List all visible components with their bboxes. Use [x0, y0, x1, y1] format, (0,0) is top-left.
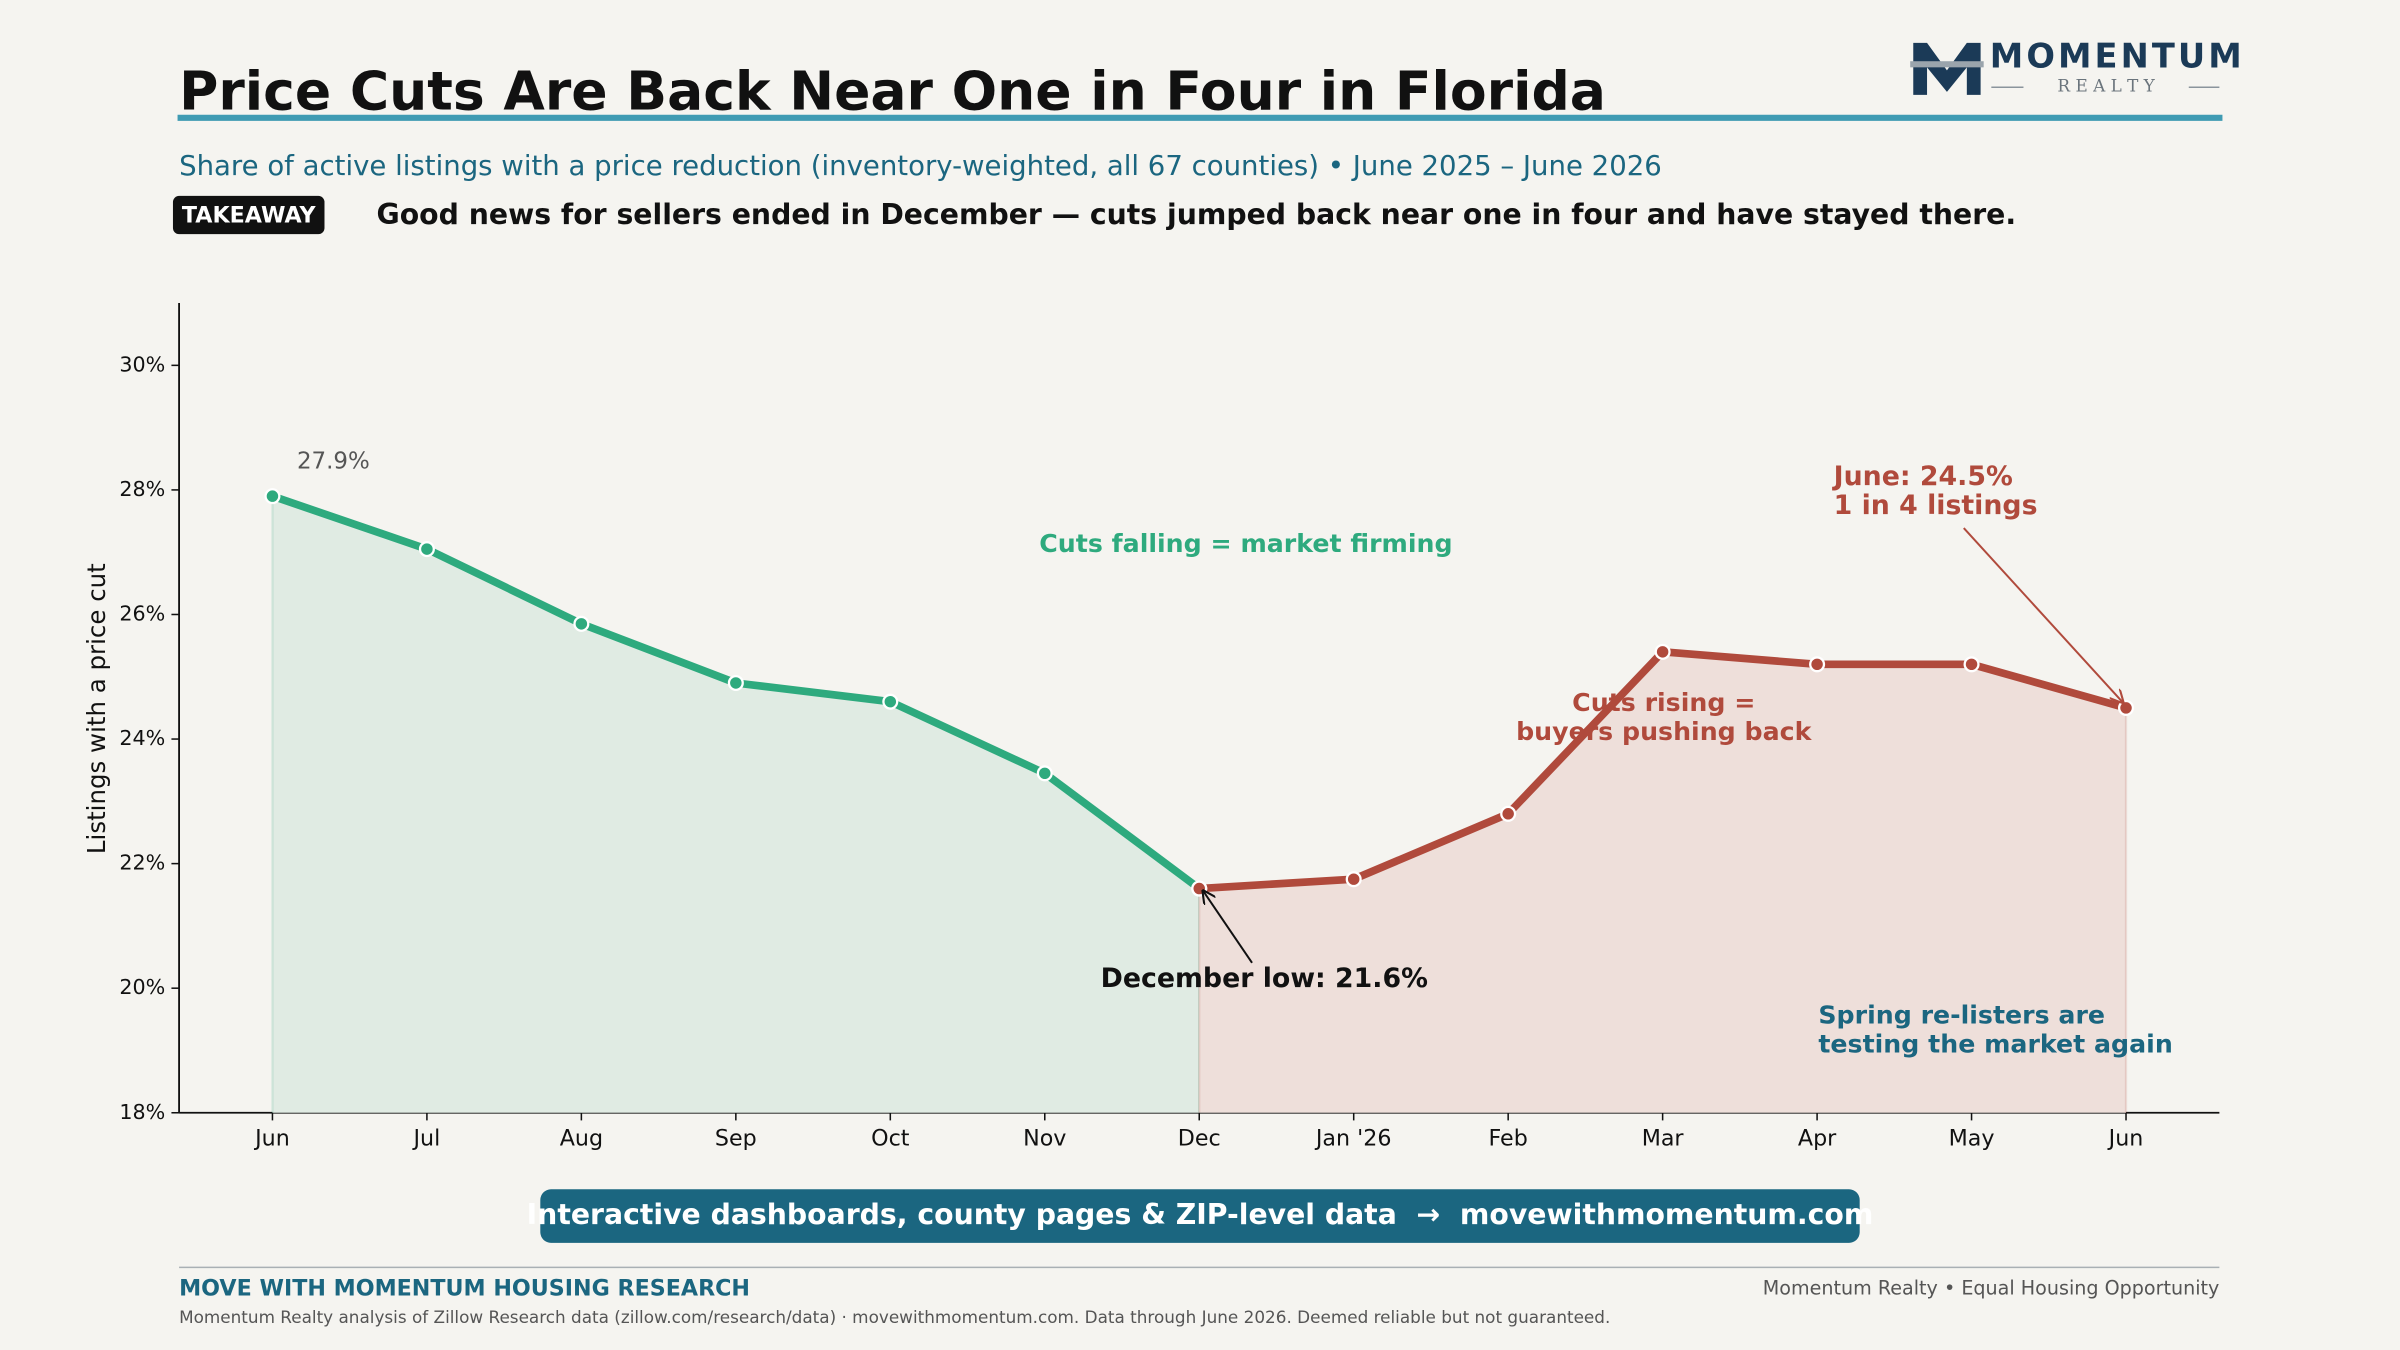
logo: MOMENTUM R E A L T Y [1910, 37, 2245, 96]
logo-tagline: R E A L T Y [2057, 76, 2155, 96]
x-tick-label: Oct [871, 1125, 910, 1151]
x-tick-label: Jan '26 [1314, 1125, 1392, 1151]
logo-stripe [1910, 61, 1984, 68]
y-tick-label: 30% [119, 352, 165, 376]
annotation: 27.9% [297, 449, 370, 475]
x-tick-label: Jun [2107, 1125, 2144, 1151]
y-tick-label: 26% [119, 601, 165, 625]
x-tick-label: Aug [560, 1125, 603, 1151]
cta-button[interactable] [540, 1189, 1860, 1243]
footer-right: Momentum Realty • Equal Housing Opportun… [1763, 1276, 2220, 1299]
annotation: June: 24.5% [1832, 461, 2013, 492]
x-tick-label: Feb [1489, 1125, 1528, 1151]
x-tick-label: Jun [253, 1125, 290, 1151]
takeaway: Good news for sellers ended in December … [377, 198, 2017, 231]
logo-name: MOMENTUM [1990, 37, 2245, 76]
y-tick-label: 22% [119, 851, 165, 875]
annotation: 1 in 4 listings [1834, 490, 2038, 521]
plot: 18% 20% 22% 24% 26% 28% 30% Jun Jul Aug Sep Oct Nov D… [119, 303, 2220, 1151]
point [1809, 656, 1826, 673]
point [1500, 805, 1517, 822]
footer-left: MOVE WITH MOMENTUM HOUSING RESEARCH [179, 1275, 750, 1301]
y-tick-label: 20% [119, 975, 165, 999]
cta-text[interactable]: Interactive dashboards, county pages & Z… [527, 1198, 1874, 1231]
area [1199, 651, 2127, 1113]
takeaway-badge-text: TAKEAWAY [182, 202, 317, 228]
x-tick-label: Jul [412, 1125, 441, 1151]
logo-mark [1913, 42, 1981, 95]
point [264, 488, 281, 505]
annotation: buyers pushing back [1516, 717, 1813, 746]
x-tick-label: Mar [1642, 1125, 1685, 1151]
point [1654, 643, 1671, 660]
takeaway-badge [172, 195, 325, 235]
x-tick-label: Dec [1178, 1125, 1221, 1151]
y-tick-label: 24% [119, 726, 165, 750]
point [1036, 765, 1053, 782]
annotation: testing the market again [1818, 1029, 2172, 1058]
point [882, 693, 899, 710]
annotation: Spring re-listers are [1818, 1000, 2105, 1029]
annotation-arrow [1963, 527, 2123, 702]
point [1963, 656, 1980, 673]
y-tick-label: 28% [119, 477, 165, 501]
chart-title: Price Cuts Are Back Near One in Four in … [179, 60, 1606, 123]
point [727, 674, 744, 692]
annotation: Cuts falling = market firming [1039, 529, 1452, 558]
point [573, 615, 590, 632]
x-tick-label: Nov [1023, 1125, 1066, 1151]
x-tick-label: Sep [715, 1125, 757, 1151]
annotation: Cuts rising = [1572, 688, 1755, 717]
point [1345, 871, 1362, 888]
y-tick-label: 18% [119, 1100, 165, 1124]
point [2117, 699, 2135, 716]
x-tick-label: May [1949, 1125, 1995, 1151]
x-tick-label: Apr [1798, 1125, 1837, 1151]
point [418, 541, 435, 558]
y-axis-label: Listings with a price cut [82, 563, 111, 854]
area [272, 496, 1200, 1113]
subtitle: Share of active listings with a price re… [179, 150, 1662, 182]
source-note: Momentum Realty analysis of Zillow Resea… [179, 1307, 1610, 1327]
annotation: December low: 21.6% [1101, 963, 1428, 994]
annotation-arrow [1203, 891, 1253, 964]
